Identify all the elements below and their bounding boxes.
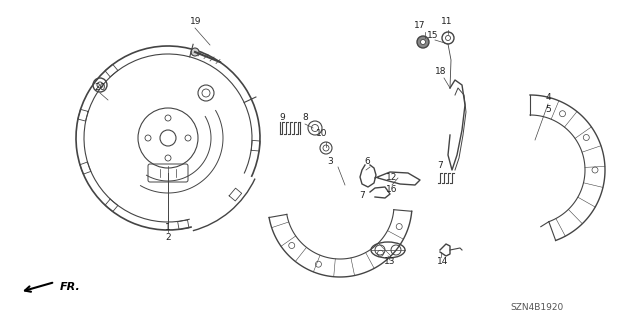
Circle shape (417, 36, 429, 48)
Text: 5: 5 (545, 106, 551, 115)
Text: 9: 9 (279, 114, 285, 122)
Text: 1: 1 (165, 224, 171, 233)
Text: 11: 11 (441, 18, 452, 26)
Text: 20: 20 (94, 84, 106, 93)
Circle shape (420, 40, 426, 44)
Text: 15: 15 (428, 31, 439, 40)
Text: 4: 4 (545, 93, 551, 102)
Text: 7: 7 (359, 190, 365, 199)
Text: 6: 6 (364, 157, 370, 166)
Text: 17: 17 (414, 21, 426, 31)
Text: 10: 10 (316, 129, 328, 137)
Circle shape (191, 48, 199, 56)
Text: 18: 18 (435, 66, 447, 76)
Text: 12: 12 (387, 174, 397, 182)
Text: 8: 8 (302, 114, 308, 122)
Text: FR.: FR. (60, 282, 81, 292)
Text: SZN4B1920: SZN4B1920 (510, 302, 563, 311)
Text: 13: 13 (384, 257, 396, 266)
Text: 7: 7 (437, 161, 443, 170)
Text: 2: 2 (165, 234, 171, 242)
Text: 3: 3 (327, 158, 333, 167)
Text: 16: 16 (387, 186, 397, 195)
Text: 19: 19 (190, 18, 202, 26)
Text: 14: 14 (437, 256, 449, 265)
